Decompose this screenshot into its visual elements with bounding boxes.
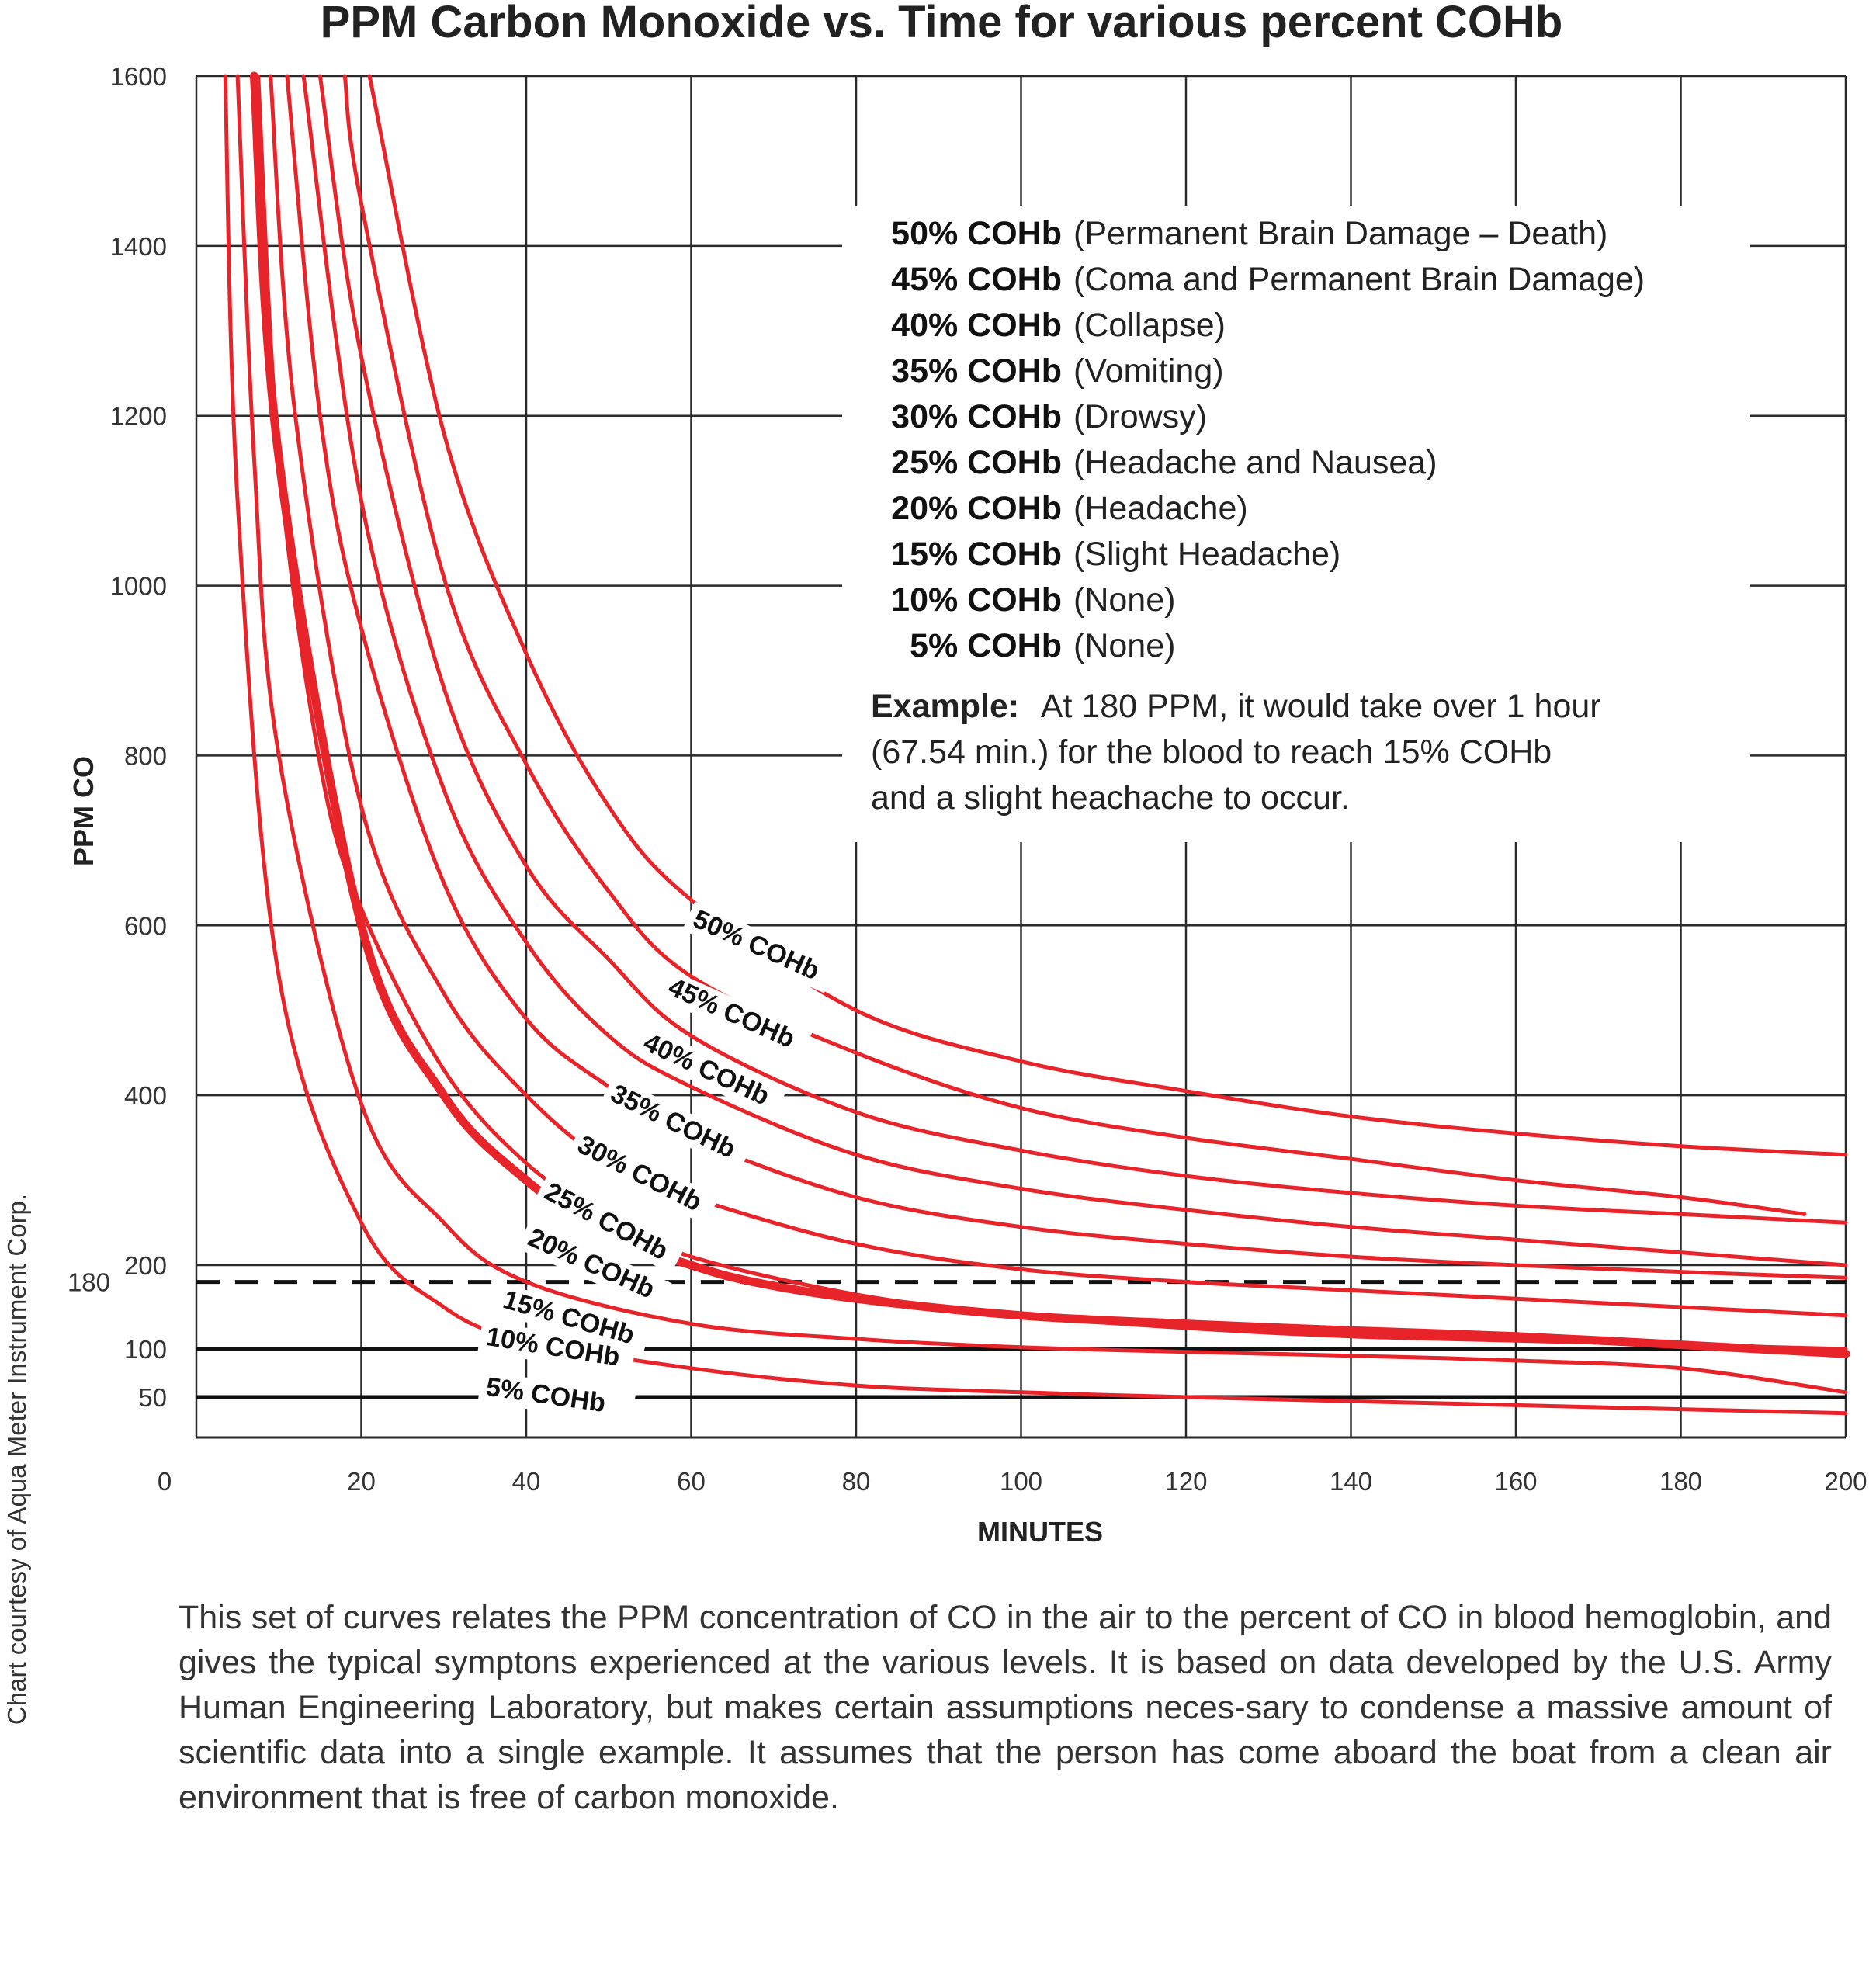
legend-desc-9: (None) (1073, 627, 1175, 664)
legend-label-4: 30% COHb (891, 398, 1062, 435)
legend-desc-0: (Permanent Brain Damage – Death) (1073, 215, 1607, 252)
y-tick-1400: 1400 (110, 232, 167, 261)
legend-backdrop (842, 206, 1750, 842)
legend-desc-2: (Collapse) (1073, 307, 1226, 344)
curve-label-text: 50% COHb (688, 904, 824, 986)
x-tick-80: 80 (842, 1467, 871, 1496)
cohb-curves (223, 71, 1850, 1416)
svg-text:Example: At 180 PPM, it: Example: At 180 PPM, it would take over … (871, 688, 1601, 725)
chart-title: PPM Carbon Monoxide vs. Time for various… (321, 0, 1563, 47)
x-tick-180: 180 (1659, 1467, 1702, 1496)
y-axis-label: PPM CO (68, 756, 99, 866)
x-tick-120: 120 (1164, 1467, 1207, 1496)
curve-label-backdrop (533, 1174, 685, 1274)
curve-25-pct (269, 74, 1848, 1318)
curve-40-pct (317, 74, 1848, 1225)
curve-label-backdrop (657, 969, 813, 1062)
example-label: Example: (871, 688, 1019, 725)
curve-label-backdrop (493, 1282, 651, 1356)
curve-45-pct (342, 74, 1807, 1216)
x-tick-0: 0 (158, 1467, 172, 1496)
legend-label-9: 5% COHb (910, 627, 1062, 664)
curve-5-pct (223, 74, 1848, 1416)
curve-label-5-pct: 5% COHb (477, 1371, 636, 1424)
y-axis-ticks: 1600 1400 1200 1000 800 600 400 200 180 100 50 (68, 62, 167, 1412)
legend: 50% COHb (Permanent Brain Damage – Death)… (891, 215, 1645, 664)
legend-label-0: 50% COHb (891, 215, 1062, 252)
y-tick-1600: 1600 (110, 62, 167, 91)
legend-label-7: 15% COHb (891, 536, 1062, 573)
curve-label-backdrop (567, 1126, 720, 1226)
legend-desc-3: (Vomiting) (1073, 352, 1224, 390)
curve-label-backdrop (682, 901, 837, 994)
x-tick-160: 160 (1494, 1467, 1537, 1496)
curve-15-pct (249, 71, 1850, 1358)
legend-desc-1: (Coma and Permanent Brain Damage) (1073, 261, 1645, 298)
legend-label-3: 35% COHb (891, 352, 1062, 390)
curve-label-backdrop (477, 1371, 636, 1424)
example-line-3: and a slight heachache to occur. (871, 779, 1350, 817)
x-axis-ticks: 0 20 40 60 80 100 120 140 160 180 200 (158, 1467, 1867, 1496)
curve-label-50-pct: 50% COHb (682, 901, 837, 994)
y-tick-400: 400 (124, 1081, 167, 1110)
legend-label-8: 10% COHb (891, 581, 1062, 619)
curve-label-backdrop (599, 1076, 753, 1172)
x-tick-140: 140 (1330, 1467, 1372, 1496)
chart-caption: This set of curves relates the PPM conce… (179, 1599, 1832, 1816)
x-tick-20: 20 (347, 1467, 376, 1496)
legend-label-6: 20% COHb (891, 490, 1062, 527)
curve-label-backdrop (517, 1219, 672, 1312)
curve-10-pct (235, 74, 1848, 1395)
legend-label-5: 25% COHb (891, 444, 1062, 481)
y-tick-800: 800 (124, 741, 167, 770)
legend-label-1: 45% COHb (891, 261, 1062, 298)
y-tick-1000: 1000 (110, 572, 167, 601)
x-tick-100: 100 (1000, 1467, 1042, 1496)
legend-desc-6: (Headache) (1073, 490, 1248, 527)
legend-desc-5: (Headache and Nausea) (1073, 444, 1437, 481)
curve-35-pct (301, 74, 1848, 1267)
curve-label-backdrop (633, 1025, 787, 1119)
y-tick-1200: 1200 (110, 402, 167, 431)
y-tick-200: 200 (124, 1251, 167, 1280)
y-tick-50: 50 (138, 1383, 167, 1412)
curve-label-backdrop (477, 1320, 636, 1376)
y-tick-180: 180 (68, 1268, 110, 1297)
x-tick-200: 200 (1824, 1467, 1867, 1496)
legend-desc-4: (Drowsy) (1073, 398, 1207, 435)
y-tick-600: 600 (124, 911, 167, 940)
example-line-1: At 180 PPM, it would take over 1 hour (1041, 688, 1601, 725)
curve-label-text: 45% COHb (664, 972, 799, 1053)
x-tick-40: 40 (512, 1467, 541, 1496)
legend-label-2: 40% COHb (891, 307, 1062, 344)
legend-desc-7: (Slight Headache) (1073, 536, 1340, 573)
y-tick-100: 100 (124, 1335, 167, 1364)
example-note: Example: At 180 PPM, it would take over … (871, 688, 1601, 817)
x-tick-60: 60 (677, 1467, 706, 1496)
curve-50-pct (367, 74, 1848, 1157)
x-axis-label: MINUTES (977, 1516, 1103, 1548)
example-line-2: (67.54 min.) for the blood to reach 15% … (871, 733, 1552, 771)
chart-credit: Chart courtesy of Aqua Meter Instrument … (2, 1194, 31, 1725)
legend-desc-8: (None) (1073, 581, 1175, 619)
